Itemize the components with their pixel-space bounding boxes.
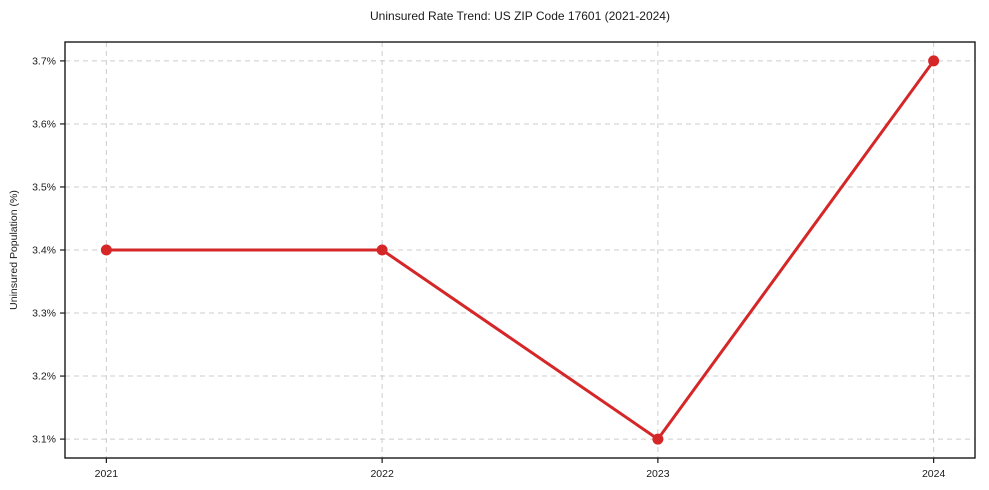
- x-tick-label: 2023: [646, 468, 670, 480]
- x-tick-label: 2022: [370, 468, 394, 480]
- y-tick-label: 3.5%: [32, 181, 56, 193]
- data-point-marker: [652, 433, 664, 445]
- trend-line: [104, 59, 936, 441]
- y-tick-label: 3.7%: [32, 55, 56, 67]
- y-tick-label: 3.1%: [32, 434, 56, 446]
- data-point-marker: [100, 244, 112, 256]
- chart-title: Uninsured Rate Trend: US ZIP Code 17601 …: [370, 9, 670, 23]
- y-tick-label: 3.2%: [32, 371, 56, 383]
- x-tick-label: 2024: [922, 468, 946, 480]
- y-tick-label: 3.4%: [32, 245, 56, 257]
- x-tick-label: 2021: [95, 468, 119, 480]
- y-axis-label: Uninsured Population (%): [8, 190, 20, 310]
- data-point-marker: [928, 55, 940, 67]
- y-tick-label: 3.3%: [32, 308, 56, 320]
- y-tick-label: 3.6%: [32, 118, 56, 130]
- data-point-marker: [376, 244, 388, 256]
